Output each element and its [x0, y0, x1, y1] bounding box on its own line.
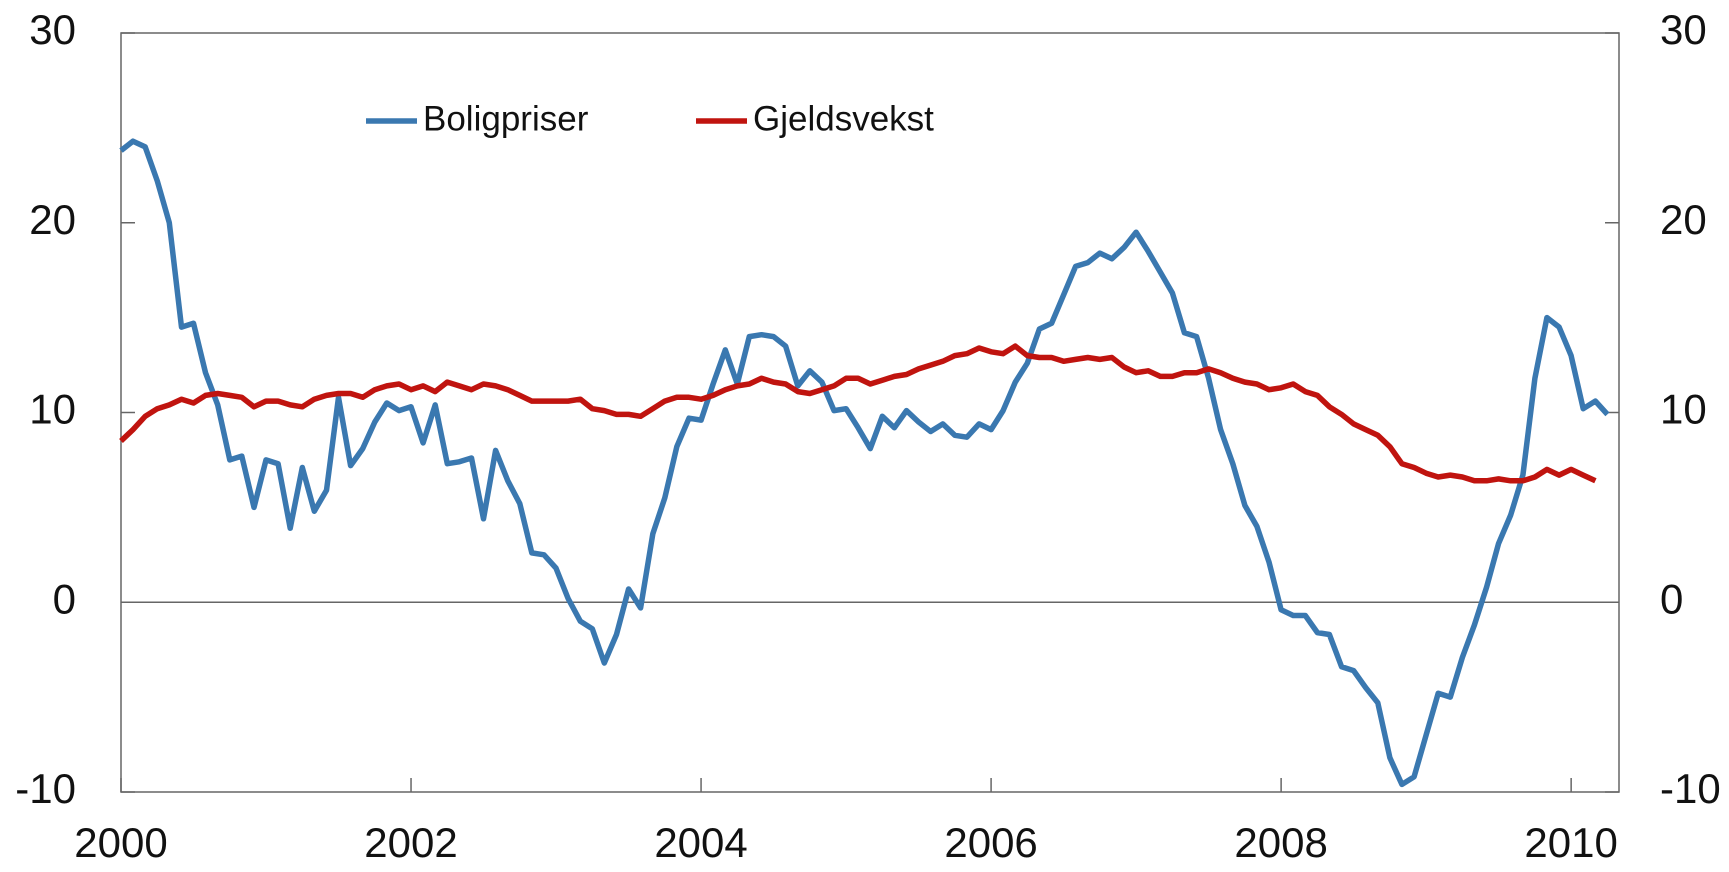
plot-frame	[120, 32, 1620, 793]
y-tick-label: 30	[29, 6, 76, 53]
y2-tick-label: 30	[1660, 6, 1707, 53]
x-tick-label: 2000	[74, 819, 167, 866]
x-tick-label: 2002	[364, 819, 457, 866]
legend-label: Gjeldsvekst	[753, 99, 934, 138]
x-tick-label: 2004	[654, 819, 747, 866]
y-tick-label: -10	[15, 765, 76, 812]
y2-tick-label: 20	[1660, 196, 1707, 243]
y-tick-label: 10	[29, 386, 76, 433]
x-tick-label: 2010	[1524, 819, 1617, 866]
y-tick-label: 0	[53, 575, 76, 622]
series-line	[119, 138, 1610, 788]
x-tick-label: 2006	[944, 819, 1037, 866]
y2-tick-label: -10	[1660, 765, 1721, 812]
legend-label: Boligpriser	[423, 99, 589, 138]
y2-tick-label: 10	[1660, 386, 1707, 433]
series-line	[119, 343, 1597, 484]
x-tick-label: 2008	[1234, 819, 1327, 866]
y2-tick-label: 0	[1660, 575, 1683, 622]
y-tick-label: 20	[29, 196, 76, 243]
